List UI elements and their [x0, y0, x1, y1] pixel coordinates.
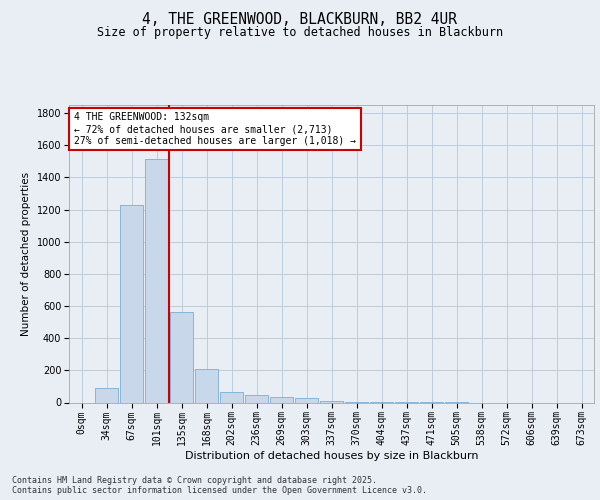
Bar	[320, 401, 343, 402]
Text: 4, THE GREENWOOD, BLACKBURN, BB2 4UR: 4, THE GREENWOOD, BLACKBURN, BB2 4UR	[143, 12, 458, 28]
Bar	[220, 392, 243, 402]
Bar	[295, 398, 318, 402]
X-axis label: Distribution of detached houses by size in Blackburn: Distribution of detached houses by size …	[185, 451, 478, 461]
Text: Contains HM Land Registry data © Crown copyright and database right 2025.
Contai: Contains HM Land Registry data © Crown c…	[12, 476, 427, 495]
Y-axis label: Number of detached properties: Number of detached properties	[21, 172, 31, 336]
Bar	[120, 204, 143, 402]
Bar	[170, 312, 193, 402]
Bar	[270, 397, 293, 402]
Bar	[145, 159, 168, 402]
Bar	[95, 388, 118, 402]
Text: 4 THE GREENWOOD: 132sqm
← 72% of detached houses are smaller (2,713)
27% of semi: 4 THE GREENWOOD: 132sqm ← 72% of detache…	[74, 112, 356, 146]
Bar	[195, 368, 218, 402]
Text: Size of property relative to detached houses in Blackburn: Size of property relative to detached ho…	[97, 26, 503, 39]
Bar	[245, 396, 268, 402]
